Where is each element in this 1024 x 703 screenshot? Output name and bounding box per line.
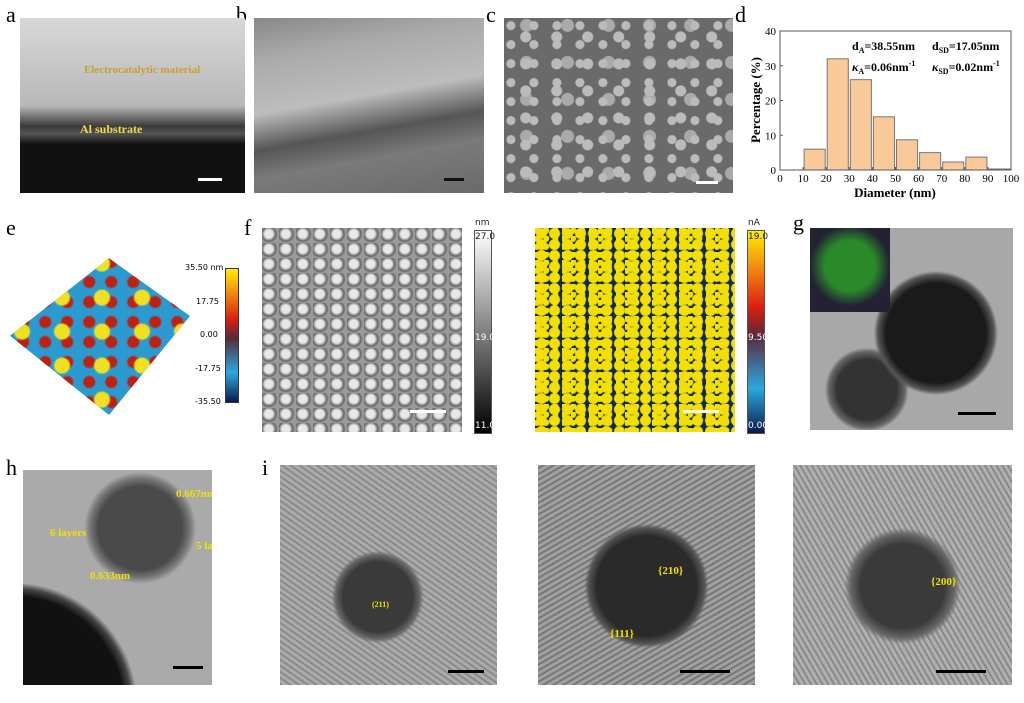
- x-tick-label: 30: [844, 173, 856, 185]
- eds-mapping-inset: [810, 228, 890, 312]
- scale-bar: [198, 178, 222, 181]
- height-colorbar: [225, 268, 239, 403]
- scale-bar: [680, 670, 730, 673]
- panel-label-a: a: [6, 2, 16, 27]
- x-tick-label: 100: [1003, 173, 1020, 185]
- histogram-bar: [849, 79, 872, 171]
- histogram-bar: [919, 152, 942, 171]
- y-tick-label: 0: [771, 165, 777, 177]
- colorbar-tick: 17.75: [196, 297, 219, 306]
- current-colorbar: [747, 230, 765, 434]
- histogram-bar: [942, 161, 965, 171]
- panel-label-d: d: [735, 2, 746, 27]
- scale-bar: [683, 410, 719, 413]
- colorbar-tick: -17.75: [195, 364, 221, 373]
- colorbar-tick: 0.00: [200, 330, 218, 339]
- colorbar-tick: 27.0: [475, 232, 496, 242]
- panel-label-h: h: [6, 455, 17, 480]
- histogram-bar: [896, 139, 919, 171]
- panel-label-c: c: [486, 2, 496, 27]
- scale-bar: [444, 178, 464, 181]
- scale-bar: [448, 670, 484, 673]
- colorbar-tick: 9.50: [748, 333, 769, 343]
- height-colorbar: [474, 230, 492, 434]
- histogram-bar: [826, 58, 849, 171]
- colorbar-tick: -35.50: [195, 397, 221, 406]
- plane-label: {200}: [931, 576, 957, 588]
- conductive-afm-current-image: [535, 228, 735, 432]
- plane-label: {210}: [658, 565, 684, 577]
- colorbar-tick: 19.0: [475, 333, 496, 343]
- panel-label-b: b: [236, 2, 247, 27]
- annotation-dSD: dSD=17.05nm: [932, 39, 999, 55]
- colorbar-tick: 19.0: [748, 232, 769, 242]
- scale-bar: [696, 181, 718, 184]
- y-tick-label: 20: [765, 96, 777, 108]
- y-tick-label: 30: [765, 61, 777, 73]
- colorbar-tick: 0.00: [748, 421, 769, 431]
- hrtem-onion-carbon-image: 0.667nm 6 layers 5 layers 0.633nm: [23, 470, 212, 685]
- annotation-dA: dA=38.55nm: [852, 39, 915, 55]
- hrtem-nanoparticle-image-3: {200}: [793, 465, 1012, 685]
- y-tick-label: 10: [765, 130, 777, 142]
- annotation-kA: κA=0.06nm-1: [852, 59, 915, 76]
- histogram-bar: [872, 116, 895, 171]
- material-label: Electrocatalytic material: [84, 64, 201, 76]
- scale-bar: [173, 666, 203, 669]
- spacing-label: 0.667nm: [176, 488, 212, 500]
- layers-label: 5 layers: [196, 540, 212, 552]
- sem-surface-particles-image: [504, 18, 733, 193]
- hrtem-nanoparticle-image-1: (211): [280, 465, 497, 685]
- sem-flake-image: [254, 18, 484, 193]
- x-axis-label: Diameter (nm): [854, 185, 936, 200]
- histogram-bar: [803, 148, 826, 171]
- sem-cross-section-image: Electrocatalytic material Al substrate: [20, 18, 245, 193]
- scale-bar: [958, 412, 996, 415]
- colorbar-unit: nm: [475, 218, 490, 228]
- panel-label-g: g: [793, 210, 804, 235]
- spacing-label: 0.633nm: [90, 570, 131, 582]
- colorbar-unit: nA: [748, 218, 760, 228]
- tem-particles-image: [810, 228, 1013, 430]
- layers-label: 6 layers: [50, 527, 87, 539]
- x-tick-label: 50: [890, 173, 902, 185]
- x-tick-label: 20: [821, 173, 833, 185]
- scale-bar: [936, 670, 986, 673]
- histogram-bar: [965, 156, 988, 171]
- x-tick-label: 10: [798, 173, 810, 185]
- scale-bar: [410, 410, 446, 413]
- plane-label: {111}: [610, 628, 634, 640]
- x-tick-label: 90: [982, 173, 994, 185]
- hrtem-nanoparticle-image-2: {210} {111}: [538, 465, 755, 685]
- y-tick-label: 40: [765, 26, 777, 38]
- colorbar-tick: 11.0: [475, 421, 496, 431]
- annotation-kSD: κSD=0.02nm-1: [932, 59, 1000, 76]
- diameter-histogram: 0 10 20 30 40 50 60 70 80 90 100 0 10 20 30 40 Diameter…: [748, 26, 1020, 200]
- x-tick-label: 40: [867, 173, 879, 185]
- afm-height-image: [262, 228, 462, 432]
- x-tick-label: 0: [777, 173, 783, 185]
- afm-3d-topography-image: [10, 258, 190, 415]
- panel-label-f: f: [244, 215, 252, 240]
- x-tick-label: 70: [936, 173, 948, 185]
- panel-label-i: i: [262, 455, 269, 480]
- x-tick-label: 60: [913, 173, 925, 185]
- colorbar-tick: 35.50 nm: [185, 263, 224, 272]
- x-tick-label: 80: [959, 173, 971, 185]
- y-axis-label: Percentage (%): [748, 57, 763, 143]
- plane-label: (211): [372, 600, 389, 609]
- substrate-label: Al substrate: [80, 122, 143, 136]
- panel-label-e: e: [6, 215, 16, 240]
